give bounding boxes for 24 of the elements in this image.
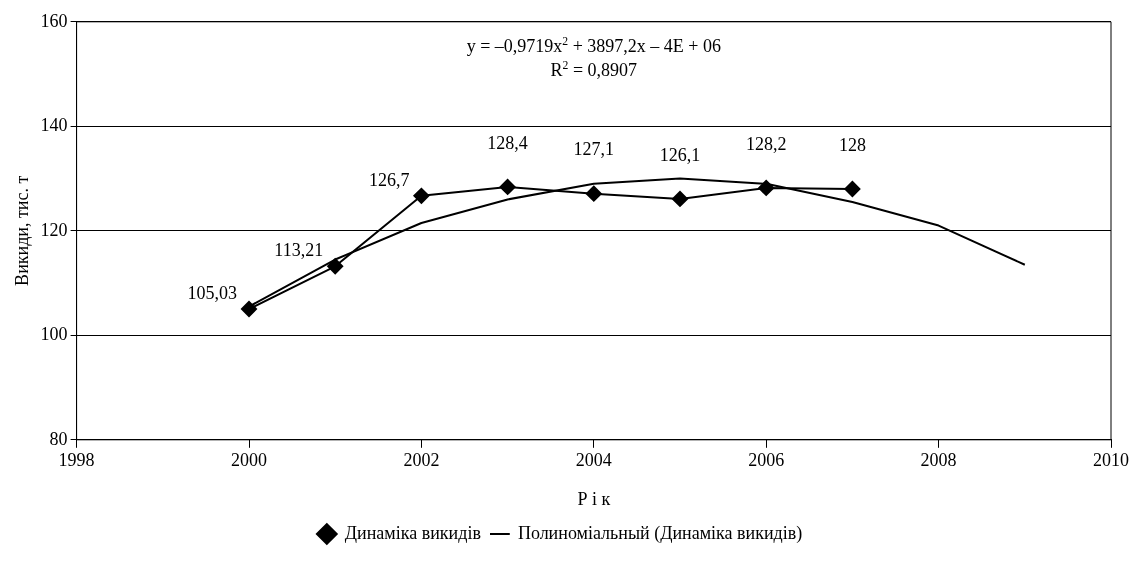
legend-label: Полиноміальный (Динаміка викидів) xyxy=(517,522,803,544)
x-tick-label: 2002 xyxy=(403,450,440,471)
data-label: 128 xyxy=(838,134,866,155)
x-tick-label: 2006 xyxy=(748,450,785,471)
y-tick-label: 160 xyxy=(40,10,68,31)
x-tick-label: 1998 xyxy=(58,450,95,471)
x-tick-label: 2004 xyxy=(575,450,612,471)
data-label: 127,1 xyxy=(573,139,615,160)
x-axis-title: Р і к xyxy=(577,488,611,509)
data-label: 126,1 xyxy=(659,144,701,165)
y-axis-title: Викиди, тис. т xyxy=(11,175,32,286)
data-label: 105,03 xyxy=(187,282,237,303)
y-tick-label: 120 xyxy=(40,219,68,240)
data-label: 113,21 xyxy=(274,240,324,261)
data-label: 128,2 xyxy=(745,133,787,154)
x-tick-label: 2000 xyxy=(231,450,267,471)
x-tick-label: 2008 xyxy=(920,450,957,471)
y-tick-label: 80 xyxy=(49,428,68,449)
y-tick-label: 140 xyxy=(40,115,68,136)
y-tick-label: 100 xyxy=(40,324,68,345)
data-label: 128,4 xyxy=(487,132,528,153)
x-tick-label: 2010 xyxy=(1093,450,1129,471)
data-label: 126,7 xyxy=(368,169,410,190)
legend-label: Динаміка викидів xyxy=(344,522,481,543)
